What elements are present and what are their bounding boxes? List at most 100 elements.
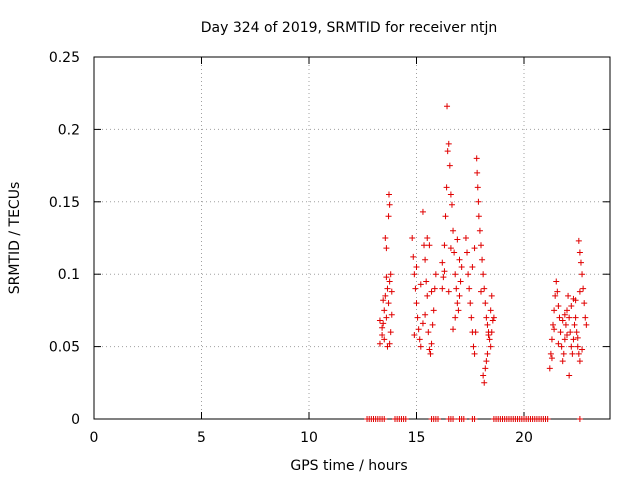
data-point	[442, 213, 449, 220]
data-point	[379, 332, 386, 339]
data-point	[376, 340, 383, 347]
data-point	[581, 300, 588, 307]
data-point	[432, 271, 439, 278]
y-tick-label: 0	[71, 412, 80, 428]
data-point	[487, 307, 494, 314]
data-point	[422, 256, 429, 263]
data-point	[464, 249, 471, 256]
data-point	[564, 332, 570, 339]
data-point	[482, 300, 489, 307]
data-point	[426, 242, 433, 249]
data-point	[385, 191, 392, 198]
data-point	[579, 346, 586, 353]
plot-frame	[93, 56, 611, 420]
data-point	[471, 416, 478, 422]
data-point	[417, 281, 424, 288]
data-point	[419, 320, 426, 327]
data-point	[380, 320, 387, 327]
data-point	[570, 336, 577, 343]
data-point	[441, 268, 448, 275]
data-point	[474, 169, 481, 176]
data-point	[450, 416, 457, 422]
data-point	[411, 332, 418, 339]
data-point	[574, 334, 581, 341]
data-point	[382, 292, 389, 299]
data-point	[447, 245, 454, 252]
y-tick-label: 0.05	[49, 340, 80, 356]
data-point	[559, 358, 566, 365]
data-point	[384, 285, 391, 292]
data-point	[450, 326, 457, 333]
x-tick-label: 15	[408, 430, 426, 446]
data-point	[447, 191, 454, 198]
data-point	[583, 321, 590, 328]
data-point	[435, 416, 441, 422]
data-point	[417, 343, 424, 350]
data-point	[412, 285, 419, 292]
data-point	[385, 213, 392, 220]
data-point	[426, 346, 433, 353]
data-point	[471, 245, 478, 252]
data-point	[480, 372, 487, 379]
data-point	[487, 343, 494, 350]
data-point	[454, 236, 461, 243]
data-point	[565, 292, 572, 299]
x-axis-label: GPS time / hours	[290, 458, 407, 474]
data-point	[421, 242, 428, 249]
data-point	[479, 256, 486, 263]
data-point	[579, 271, 586, 278]
x-tick-label: 20	[515, 430, 533, 446]
y-tick-label: 0.1	[58, 267, 80, 283]
data-point	[450, 227, 457, 234]
data-point	[475, 213, 482, 220]
data-point	[485, 332, 492, 339]
data-point	[555, 303, 562, 310]
data-point	[566, 372, 573, 379]
data-point	[482, 365, 489, 372]
data-point	[478, 242, 484, 249]
data-point	[428, 340, 435, 347]
tick-labels: 0 5 10 15 20 0 0.05 0.1 0.15 0.2 0.25	[49, 50, 533, 446]
data-point	[566, 314, 573, 321]
data-point	[452, 314, 459, 321]
data-point	[553, 278, 560, 285]
data-point	[481, 285, 488, 292]
data-point	[444, 103, 451, 110]
data-point	[462, 235, 469, 241]
data-point	[382, 235, 389, 241]
y-tick-label: 0.25	[49, 50, 80, 66]
data-point	[554, 288, 561, 295]
data-point	[466, 285, 473, 292]
data-point	[413, 300, 420, 307]
data-point	[546, 365, 553, 372]
data-point	[490, 314, 497, 321]
data-point	[582, 314, 589, 321]
data-point	[439, 259, 446, 266]
data-point	[547, 350, 554, 357]
data-point	[480, 271, 487, 278]
data-point	[424, 292, 431, 299]
data-point	[548, 336, 555, 343]
data-point	[568, 343, 575, 350]
data-point	[385, 300, 392, 307]
data-point	[423, 278, 430, 285]
data-point	[460, 416, 467, 422]
data-point	[568, 303, 575, 310]
data-point	[576, 249, 583, 256]
data-point	[386, 201, 393, 208]
data-point	[469, 263, 476, 270]
data-point	[467, 300, 474, 307]
data-point	[387, 271, 394, 278]
data-point	[428, 288, 435, 295]
data-point	[409, 235, 416, 241]
y-tick-label: 0.2	[58, 122, 80, 138]
data-point	[402, 416, 409, 422]
data-point	[451, 249, 458, 256]
data-point	[440, 274, 447, 281]
data-point	[488, 329, 495, 336]
data-point	[468, 314, 475, 321]
data-point	[388, 311, 395, 318]
y-tick-label: 0.15	[49, 195, 80, 211]
data-point	[483, 358, 490, 365]
data-points	[364, 103, 590, 422]
